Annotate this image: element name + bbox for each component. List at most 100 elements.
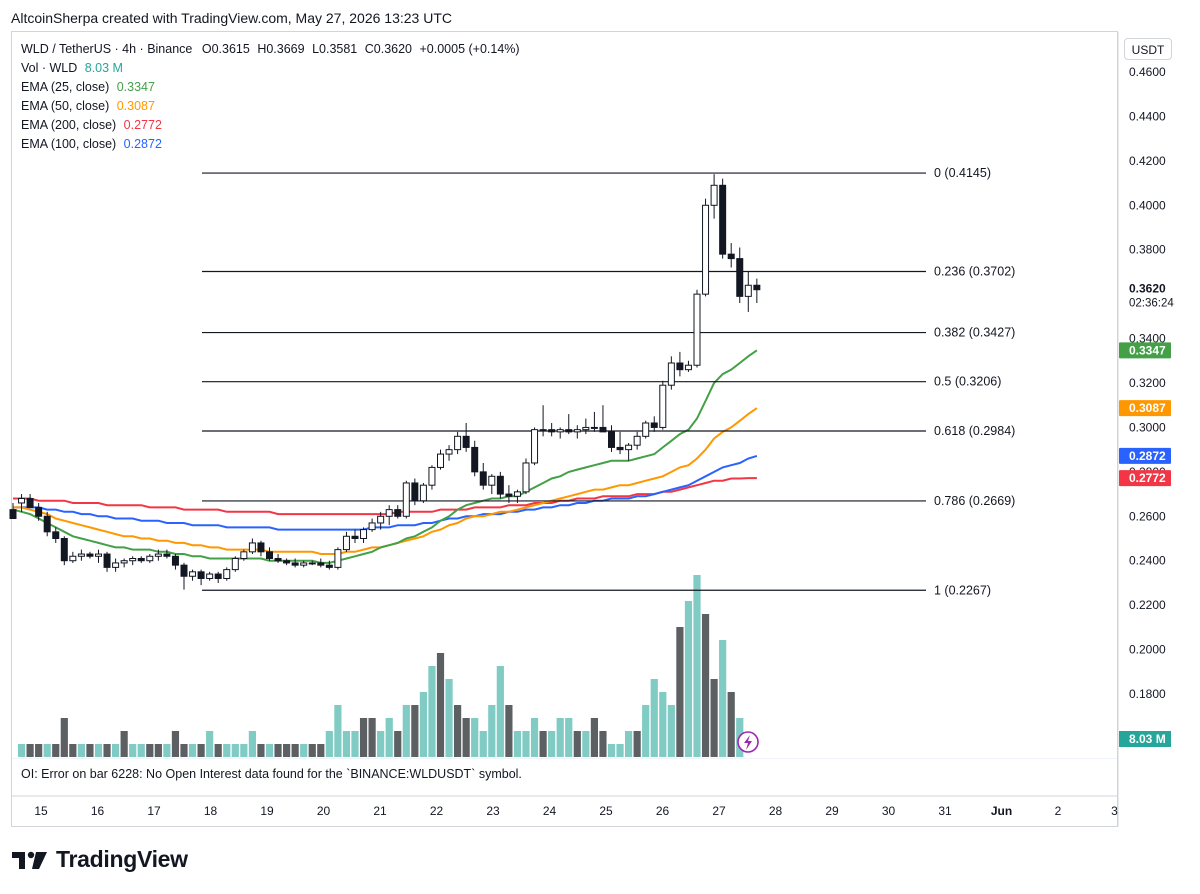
volume-bar — [411, 705, 419, 757]
candle-body — [368, 522, 376, 531]
candle-body — [385, 509, 393, 517]
time-tick-label: 3 — [1111, 804, 1118, 818]
volume-bar — [342, 731, 351, 757]
volume-bar — [214, 744, 222, 757]
candle-body — [744, 284, 752, 297]
volume-bar — [479, 731, 487, 757]
candle-body — [419, 484, 427, 502]
volume-bar — [17, 744, 26, 757]
ema-legend-label: EMA (200, close) — [21, 118, 117, 132]
candle-body — [266, 551, 273, 559]
symbol-line[interactable]: WLD / TetherUS · 4h · Binance — [21, 42, 193, 56]
candle-body — [719, 184, 727, 255]
ema-legend-value: 0.2772 — [123, 118, 162, 132]
candle-body — [206, 573, 214, 579]
candle-body — [69, 555, 77, 562]
volume-bar — [274, 744, 282, 757]
fib-retracement[interactable]: 0 (0.4145) 0.236 (0.3702) 0.382 (0.3427) 0.… — [202, 166, 1015, 597]
volume-bar — [436, 653, 445, 757]
candle-body — [9, 509, 17, 520]
ema-price-badge-label: 0.3087 — [1129, 401, 1166, 415]
ema-legend-row[interactable]: EMA (50, close) 0.3087 — [21, 97, 520, 116]
volume-bar — [590, 718, 598, 757]
volume-bar — [719, 640, 727, 757]
volume-bar — [52, 744, 60, 757]
ema-legend-row[interactable]: EMA (200, close) 0.2772 — [21, 116, 520, 135]
volume-bar — [334, 705, 342, 757]
volume-bar — [291, 744, 299, 757]
candle-body — [565, 429, 573, 433]
candle-body — [488, 475, 496, 486]
ema-legend-value: 0.3087 — [116, 99, 155, 113]
volume-bar — [394, 731, 402, 757]
volume-bar — [727, 692, 735, 757]
time-tick-label: 17 — [147, 804, 161, 818]
volume-bar — [197, 744, 205, 757]
candle-body — [223, 569, 231, 579]
volume-bar — [257, 744, 265, 757]
volume-bar — [146, 744, 154, 757]
candle-body — [633, 435, 641, 446]
countdown-label: 02:36:24 — [1129, 298, 1174, 310]
candle-body — [676, 362, 684, 371]
candle-body — [736, 258, 744, 297]
candle-body — [43, 515, 51, 533]
last-price-label: 0.3620 — [1129, 282, 1166, 296]
tradingview-logo[interactable]: TradingView — [12, 846, 188, 873]
volume-bar — [368, 718, 376, 757]
volume-badge-label: 8.03 M — [1129, 732, 1166, 746]
volume-bar — [300, 744, 308, 757]
ema-price-badge — [1119, 342, 1171, 359]
lightning-icon[interactable] — [737, 731, 759, 753]
candle-body — [505, 493, 513, 497]
volume-bar — [325, 731, 333, 757]
volume-bar — [265, 744, 274, 757]
volume-legend-row[interactable]: Vol · WLD 8.03 M — [21, 59, 520, 78]
candle-body — [112, 562, 120, 568]
volume-bar — [223, 744, 231, 757]
volume-bar — [112, 744, 120, 757]
volume-bar — [454, 705, 462, 757]
volume-bar — [419, 692, 427, 757]
time-tick-label: 23 — [486, 804, 500, 818]
time-tick-label: 21 — [373, 804, 387, 818]
time-scale[interactable]: 15 16 17 18 19 20 21 22 23 24 25 26 27 28 29 30 31 Jun 2 3 — [12, 795, 1118, 818]
price-tick-label: 0.3000 — [1129, 420, 1166, 434]
candle-body — [710, 184, 718, 206]
volume-bar — [462, 718, 470, 757]
ohlc-c-label: C — [364, 42, 374, 56]
chart-legend: WLD / TetherUS · 4h · Binance O0.3615 H0… — [21, 40, 520, 154]
candle-body — [402, 482, 410, 517]
price-scale[interactable]: 0.4600 0.4400 0.4200 0.4000 0.3800 0.3400 0.32… — [737, 32, 1174, 827]
candle-body — [214, 573, 222, 579]
volume-badge — [1119, 731, 1171, 747]
candle-body — [556, 429, 564, 433]
candle-body — [437, 453, 444, 468]
currency-button[interactable]: USDT — [1124, 38, 1172, 60]
ema-price-badge-label: 0.2872 — [1129, 449, 1166, 463]
volume-bar — [599, 731, 607, 757]
ema-legend-label: EMA (50, close) — [21, 99, 110, 113]
fib-level-label: 0.5 (0.3206) — [934, 375, 1001, 389]
symbol-row[interactable]: WLD / TetherUS · 4h · Binance O0.3615 H0… — [21, 40, 520, 59]
volume-bar — [582, 731, 590, 757]
candle-body — [590, 426, 598, 429]
ema-legend-value: 0.3347 — [116, 80, 155, 94]
candle-body — [189, 571, 197, 577]
volume-bar — [43, 744, 51, 757]
volume-bar — [556, 718, 564, 757]
time-tick-label: 25 — [599, 804, 613, 818]
ema-legend-row[interactable]: EMA (100, close) 0.2872 — [21, 135, 520, 154]
volume-bar — [317, 744, 325, 757]
price-tick-label: 0.4400 — [1129, 109, 1166, 123]
volume-bar — [539, 731, 547, 757]
ema-legend-row[interactable]: EMA (25, close) 0.3347 — [21, 78, 520, 97]
ohlc-change: +0.0005 (+0.14%) — [419, 42, 520, 56]
candle-body — [608, 431, 615, 448]
volume-legend-label: Vol · WLD — [21, 61, 78, 75]
candle-body — [95, 553, 102, 557]
volume-bar — [607, 744, 616, 757]
price-tick-label: 0.2000 — [1129, 643, 1166, 657]
price-tick-label: 0.4600 — [1129, 65, 1166, 79]
